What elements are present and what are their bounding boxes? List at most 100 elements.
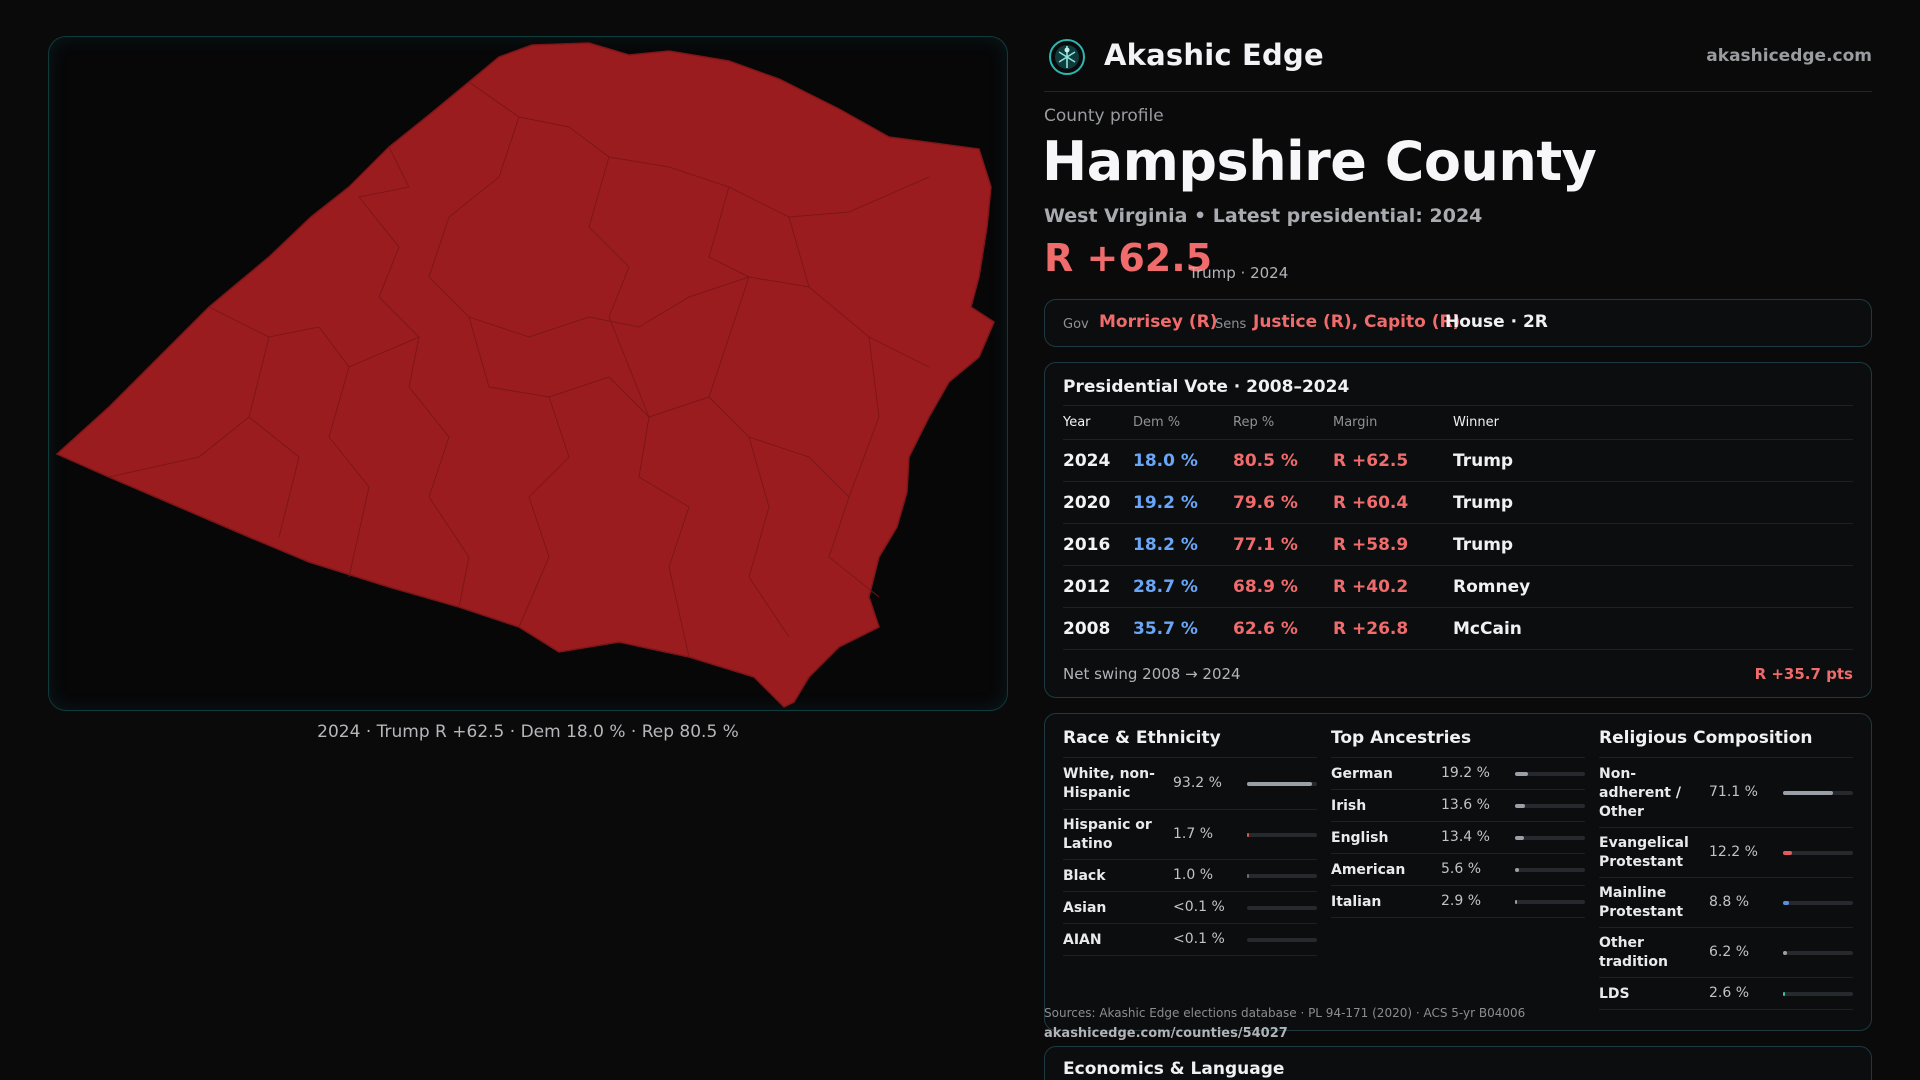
item-percent: 13.4 % xyxy=(1441,829,1490,845)
map-caption: 2024 · Trump R +62.5 · Dem 18.0 % · Rep … xyxy=(317,722,739,742)
officials-card: Gov Morrisey (R) Sens Justice (R), Capit… xyxy=(1044,299,1872,347)
item-label: Black xyxy=(1063,867,1106,884)
presidential-vote-card: Presidential Vote · 2008–2024 Year Dem %… xyxy=(1044,362,1872,698)
cell-winner: McCain xyxy=(1453,607,1853,650)
county-shape[interactable] xyxy=(55,42,995,708)
cell-rep: 68.9 % xyxy=(1233,565,1333,608)
item-label: Non-adherent / Other xyxy=(1599,765,1681,820)
county-map[interactable] xyxy=(49,37,1008,711)
cell-year: 2016 xyxy=(1063,523,1133,566)
item-label: American xyxy=(1331,861,1406,878)
religion-column: Religious Composition Non-adherent / Oth… xyxy=(1599,728,1853,1010)
cell-dem: 18.0 % xyxy=(1133,439,1233,482)
item-bar-track xyxy=(1515,900,1585,904)
sources-text: Sources: Akashic Edge elections database… xyxy=(1044,1006,1526,1020)
list-item: Evangelical Protestant 12.2 % xyxy=(1599,828,1853,878)
item-label: White, non-Hispanic xyxy=(1063,766,1155,801)
item-label: AIAN xyxy=(1063,931,1102,948)
cell-dem: 28.7 % xyxy=(1133,565,1233,608)
item-percent: 1.0 % xyxy=(1173,867,1214,883)
ancestry-column: Top Ancestries German 19.2 % Irish 13.6 % En… xyxy=(1331,728,1585,918)
item-bar-track xyxy=(1247,782,1317,786)
item-bar-fill xyxy=(1247,833,1249,837)
item-label: German xyxy=(1331,765,1393,782)
table-header-row: Year Dem % Rep % Margin Winner xyxy=(1063,405,1853,440)
table-row: 2012 28.7 % 68.9 % R +40.2 Romney xyxy=(1063,565,1853,608)
religion-title: Religious Composition xyxy=(1599,728,1853,758)
county-title: Hampshire County xyxy=(1042,130,1597,193)
senators-value: Justice (R), Capito (R) xyxy=(1253,312,1461,332)
item-bar-track xyxy=(1515,772,1585,776)
item-bar-fill xyxy=(1247,782,1313,786)
list-item: LDS 2.6 % xyxy=(1599,978,1853,1010)
item-percent: 2.9 % xyxy=(1441,893,1482,909)
cell-winner: Trump xyxy=(1453,439,1853,482)
list-item: Other tradition 6.2 % xyxy=(1599,928,1853,978)
item-percent: 19.2 % xyxy=(1441,765,1490,781)
item-label: English xyxy=(1331,829,1389,846)
net-swing-label: Net swing 2008 → 2024 xyxy=(1063,665,1241,683)
item-label: LDS xyxy=(1599,985,1630,1002)
house-value: House · 2R xyxy=(1445,312,1548,332)
item-bar-fill xyxy=(1515,804,1525,808)
item-bar-track xyxy=(1515,836,1585,840)
item-percent: 5.6 % xyxy=(1441,861,1482,877)
brand-logo-icon xyxy=(1049,39,1085,75)
column-header-rep: Rep % xyxy=(1233,405,1333,440)
senators-label: Sens xyxy=(1215,317,1247,332)
county-subtitle: West Virginia • Latest presidential: 202… xyxy=(1044,205,1483,227)
list-item: AIAN <0.1 % xyxy=(1063,924,1317,956)
cell-year: 2024 xyxy=(1063,439,1133,482)
headline-margin: R +62.5 xyxy=(1044,236,1213,280)
item-label: Irish xyxy=(1331,797,1367,814)
economics-title: Economics & Language xyxy=(1063,1059,1285,1079)
cell-winner: Trump xyxy=(1453,481,1853,524)
item-label: Evangelical Protestant xyxy=(1599,835,1689,870)
cell-rep: 80.5 % xyxy=(1233,439,1333,482)
cell-margin: R +58.9 xyxy=(1333,523,1453,566)
cell-year: 2008 xyxy=(1063,607,1133,650)
cell-winner: Romney xyxy=(1453,565,1853,608)
race-ethnicity-title: Race & Ethnicity xyxy=(1063,728,1317,758)
item-bar-track xyxy=(1247,906,1317,910)
gov-label: Gov xyxy=(1063,317,1089,332)
precinct-boundaries xyxy=(108,81,930,658)
cell-rep: 79.6 % xyxy=(1233,481,1333,524)
column-header-winner: Winner xyxy=(1453,405,1853,440)
item-bar-track xyxy=(1247,938,1317,942)
brand-url-link[interactable]: akashicedge.com xyxy=(1706,46,1872,66)
cell-dem: 18.2 % xyxy=(1133,523,1233,566)
list-item: American 5.6 % xyxy=(1331,854,1585,886)
item-bar-fill xyxy=(1783,951,1788,955)
item-label: Asian xyxy=(1063,899,1107,916)
demographics-card: Race & Ethnicity White, non-Hispanic 93.2… xyxy=(1044,713,1872,1031)
item-percent: 12.2 % xyxy=(1709,844,1758,860)
economics-card: Economics & Language xyxy=(1044,1046,1872,1080)
race-ethnicity-column: Race & Ethnicity White, non-Hispanic 93.2… xyxy=(1063,728,1317,956)
county-map-panel[interactable] xyxy=(48,36,1008,711)
item-bar-track xyxy=(1247,874,1317,878)
headline-margin-note: Trump · 2024 xyxy=(1189,264,1289,282)
net-swing-value: R +35.7 pts xyxy=(1754,665,1853,683)
item-bar-fill xyxy=(1247,874,1249,878)
brand-name[interactable]: Akashic Edge xyxy=(1104,38,1324,72)
table-row: 2024 18.0 % 80.5 % R +62.5 Trump xyxy=(1063,439,1853,482)
item-percent: 71.1 % xyxy=(1709,784,1758,800)
cell-dem: 35.7 % xyxy=(1133,607,1233,650)
list-item: Black 1.0 % xyxy=(1063,860,1317,892)
item-bar-track xyxy=(1515,868,1585,872)
item-bar-track xyxy=(1783,791,1853,795)
item-percent: 2.6 % xyxy=(1709,985,1750,1001)
item-bar-track xyxy=(1783,992,1853,996)
item-bar-fill xyxy=(1515,900,1518,904)
item-bar-fill xyxy=(1783,992,1785,996)
eyebrow-label: County profile xyxy=(1044,106,1164,126)
presidential-vote-table: Year Dem % Rep % Margin Winner 2024 18.0… xyxy=(1063,405,1853,650)
item-bar-fill xyxy=(1783,851,1792,855)
list-item: Italian 2.9 % xyxy=(1331,886,1585,918)
sources-url-link[interactable]: akashicedge.com/counties/54027 xyxy=(1044,1026,1288,1041)
item-label: Other tradition xyxy=(1599,935,1668,970)
cell-rep: 77.1 % xyxy=(1233,523,1333,566)
list-item: Irish 13.6 % xyxy=(1331,790,1585,822)
item-label: Hispanic or Latino xyxy=(1063,817,1152,852)
